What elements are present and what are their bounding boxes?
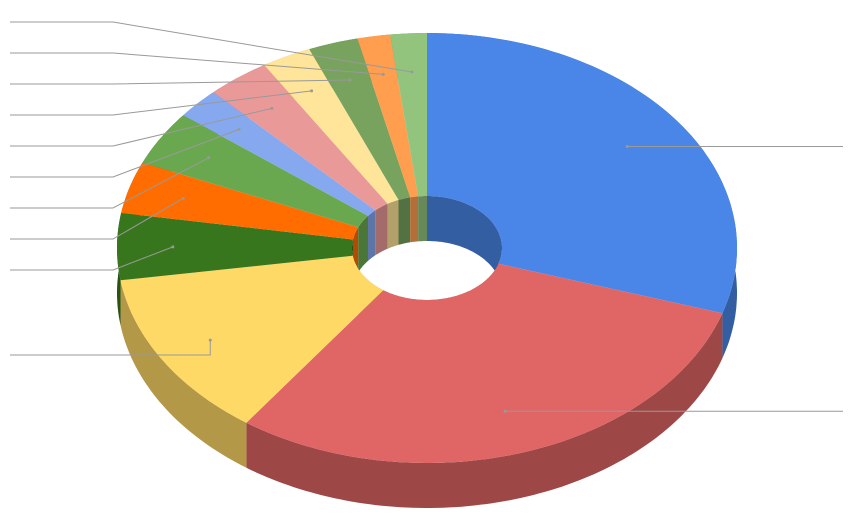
slice (309, 38, 411, 200)
slice (427, 33, 737, 314)
leader-dot (171, 245, 175, 249)
leader-dot (503, 409, 507, 413)
leader-line (10, 79, 350, 85)
leader-dot (207, 156, 211, 160)
slice-inner-side (358, 215, 368, 273)
leader-line (10, 21, 412, 73)
leader-line (10, 246, 173, 271)
leader-dot (381, 72, 385, 76)
leader-line (10, 197, 184, 240)
slice-inner-side (387, 199, 399, 249)
slice (117, 213, 353, 281)
slice (357, 34, 419, 198)
slice (246, 263, 723, 463)
slice (390, 33, 427, 197)
leader-line (10, 107, 272, 147)
slice-inner-side (398, 197, 411, 245)
leader-line (10, 52, 384, 75)
leader-dot (237, 127, 241, 131)
leader-line (10, 340, 211, 356)
leader-dot (625, 144, 629, 148)
slice-inner-side (375, 203, 388, 256)
leader-dot (310, 89, 314, 93)
leader-dot (348, 78, 352, 82)
slice (264, 49, 399, 204)
slice-inner-side (352, 239, 353, 301)
slice (183, 92, 376, 216)
slice-inner-side (410, 196, 419, 243)
leader-line (10, 90, 312, 116)
slice-side (120, 280, 247, 468)
slice (120, 255, 384, 423)
leader-dot (181, 196, 185, 200)
slice (142, 115, 368, 228)
slice-inner-side (368, 210, 376, 261)
slice-inner-side (427, 196, 502, 309)
leader-dot (270, 106, 274, 110)
leader-line (10, 128, 240, 178)
leader-line (10, 157, 209, 209)
slice-side (246, 313, 723, 508)
slice (121, 162, 359, 240)
slice (213, 65, 388, 211)
slice-inner-side (418, 196, 427, 242)
leader-dot (410, 70, 414, 74)
leader-dot (208, 338, 212, 342)
